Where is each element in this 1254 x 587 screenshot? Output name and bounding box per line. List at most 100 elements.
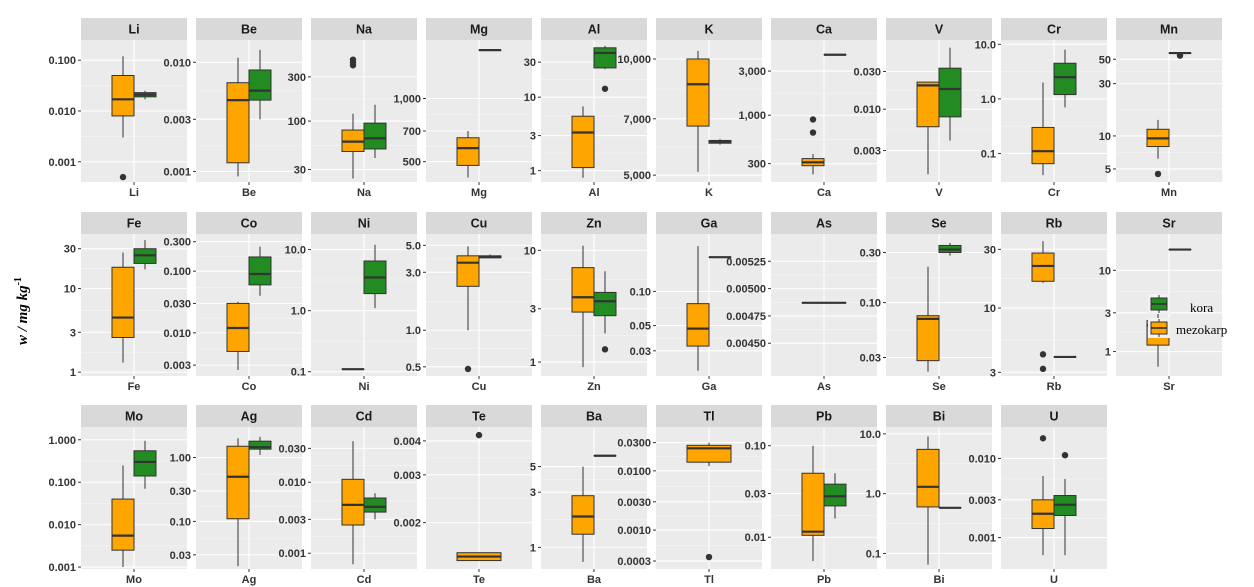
y-tick-label-as: 0.00450 — [726, 338, 766, 350]
y-tick-label-ag: 0.30 — [170, 486, 191, 498]
y-tick-label-pb: 0.10 — [745, 441, 766, 453]
box-na-kora — [363, 104, 387, 158]
strip-li — [81, 18, 187, 40]
y-tick-label-ba: 5 — [530, 462, 536, 474]
strip-label-co: Co — [241, 217, 258, 231]
panel-ag: Ag 0.03 0.10 0.30 1.00 Ag — [170, 405, 302, 586]
y-axis-title-main: w / mg kg — [15, 285, 31, 345]
x-tick-label-cd: Cd — [357, 574, 372, 586]
box-zn-kora — [593, 271, 617, 353]
legend-item-mezokarp: mezokarp — [1148, 318, 1227, 338]
strip-cd — [311, 405, 417, 427]
box-iqr — [593, 291, 617, 317]
x-tick-label-te: Te — [473, 574, 485, 586]
y-axis-title: w / mg kg-1 — [13, 277, 31, 345]
box-ag-kora — [248, 436, 272, 455]
y-tick-label-mn: 5 — [1105, 164, 1111, 176]
y-tick-label-ba: 1 — [530, 542, 536, 554]
box-cu-kora — [478, 254, 502, 259]
y-tick-label-cd: 0.003 — [278, 514, 306, 526]
y-tick-label-ca: 3,000 — [738, 66, 766, 78]
box-iqr — [1053, 62, 1077, 96]
y-tick-label-as: 0.00500 — [726, 284, 766, 296]
panel-rb: Rb 3 10 30 Rb — [984, 212, 1107, 393]
panel-mn: Mn 5 10 30 50 Mn — [1099, 18, 1222, 199]
y-tick-label-cu: 5.0 — [406, 240, 421, 252]
panel-k: K 5,000 7,000 10,000 K — [617, 18, 762, 199]
y-tick-label-na: 100 — [288, 116, 306, 128]
box-iqr — [363, 497, 387, 513]
x-tick-label-ba: Ba — [587, 574, 602, 586]
box-ni-kora — [363, 244, 387, 309]
y-tick-label-ca: 300 — [748, 159, 766, 171]
strip-ga — [656, 212, 762, 234]
strip-sr — [1116, 212, 1222, 234]
panel-zn: Zn 1 3 10 Zn — [524, 212, 647, 393]
strip-label-se: Se — [931, 217, 946, 231]
y-tick-label-as: 0.00525 — [726, 256, 766, 268]
y-tick-label-al: 1 — [530, 166, 536, 178]
box-na-mezokarp — [341, 56, 365, 179]
x-tick-label-zn: Zn — [587, 381, 601, 393]
y-tick-label-rb: 30 — [984, 244, 996, 256]
panel-co: Co 0.003 0.010 0.030 0.100 0.300 Co — [163, 212, 302, 393]
box-tl-mezokarp — [686, 442, 732, 561]
y-tick-label-tl: 0.0030 — [617, 497, 651, 509]
box-al-kora — [593, 45, 617, 92]
x-tick-label-v: V — [935, 187, 943, 199]
box-ga-mezokarp — [686, 246, 710, 371]
strip-ca — [771, 18, 877, 40]
panel-al: Al 1 3 10 30 Al — [524, 18, 647, 199]
box-te-mezokarp — [456, 431, 502, 562]
strip-co — [196, 212, 302, 234]
y-tick-label-tl: 0.0010 — [617, 525, 651, 537]
outlier-point — [601, 346, 609, 353]
y-tick-label-co: 0.030 — [163, 298, 191, 310]
y-tick-label-v: 0.030 — [853, 66, 881, 78]
panel-mg: Mg 500 700 1,000 Mg — [393, 18, 532, 199]
strip-as — [771, 212, 877, 234]
strip-label-u: U — [1049, 410, 1058, 424]
y-tick-label-pb: 0.03 — [745, 489, 766, 501]
panel-as: As 0.00450 0.00475 0.00500 0.00525 As — [726, 212, 877, 393]
box-se-kora — [938, 242, 962, 256]
strip-label-rb: Rb — [1046, 217, 1063, 231]
box-iqr — [226, 82, 250, 164]
y-tick-label-ni: 1.0 — [291, 306, 306, 318]
y-tick-label-al: 30 — [524, 57, 536, 69]
box-iqr — [226, 445, 250, 520]
x-tick-label-co: Co — [242, 381, 257, 393]
x-tick-label-li: Li — [129, 187, 139, 199]
y-tick-label-fe: 1 — [70, 367, 76, 379]
y-tick-label-cr: 1.0 — [981, 94, 996, 106]
box-u-kora — [1053, 451, 1077, 556]
box-pb-kora — [823, 473, 847, 519]
x-tick-label-ga: Ga — [702, 381, 718, 393]
x-tick-label-sr: Sr — [1163, 381, 1175, 393]
strip-label-mn: Mn — [1160, 23, 1178, 37]
y-tick-label-k: 5,000 — [623, 170, 651, 182]
outlier-point — [1039, 365, 1047, 373]
box-iqr — [111, 266, 135, 338]
panel-pb: Pb 0.01 0.03 0.10 Pb — [745, 405, 877, 586]
panel-bi: Bi 0.1 1.0 10.0 Bi — [860, 405, 992, 586]
box-iqr — [938, 67, 962, 118]
strip-cu — [426, 212, 532, 234]
strip-label-sr: Sr — [1162, 217, 1175, 231]
facet-panels: Li 0.001 0.010 0.100 Li Be 0.001 0.003 0.010 Be Na… — [48, 18, 1222, 586]
strip-k — [656, 18, 762, 40]
y-tick-label-cr: 0.1 — [981, 148, 996, 160]
x-tick-label-tl: Tl — [704, 574, 714, 586]
outlier-point — [601, 85, 609, 92]
y-tick-label-fe: 30 — [64, 244, 76, 256]
strip-label-bi: Bi — [933, 410, 946, 424]
box-mn-mezokarp — [1146, 119, 1170, 178]
x-tick-label-rb: Rb — [1047, 381, 1062, 393]
box-al-mezokarp — [571, 106, 595, 178]
y-tick-label-na: 300 — [288, 72, 306, 84]
x-tick-label-be: Be — [242, 187, 256, 199]
box-iqr — [593, 47, 617, 69]
x-tick-label-se: Se — [932, 381, 945, 393]
y-tick-label-co: 0.010 — [163, 328, 191, 340]
